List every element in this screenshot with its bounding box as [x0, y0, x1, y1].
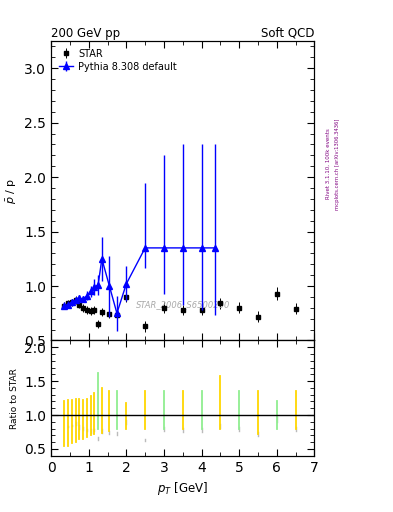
- Text: mcplots.cern.ch [arXiv:1306.3436]: mcplots.cern.ch [arXiv:1306.3436]: [336, 118, 340, 209]
- Legend: STAR, Pythia 8.308 default: STAR, Pythia 8.308 default: [56, 46, 180, 75]
- Text: 200 GeV pp: 200 GeV pp: [51, 27, 120, 40]
- X-axis label: $p_T$ [GeV]: $p_T$ [GeV]: [157, 480, 208, 497]
- Y-axis label: Ratio to STAR: Ratio to STAR: [10, 368, 19, 429]
- Text: Soft QCD: Soft QCD: [261, 27, 314, 40]
- Text: STAR_2006_S6500200: STAR_2006_S6500200: [136, 300, 230, 309]
- Y-axis label: $\bar{p}$ / p: $\bar{p}$ / p: [4, 178, 19, 204]
- Text: Rivet 3.1.10, 100k events: Rivet 3.1.10, 100k events: [326, 129, 331, 199]
